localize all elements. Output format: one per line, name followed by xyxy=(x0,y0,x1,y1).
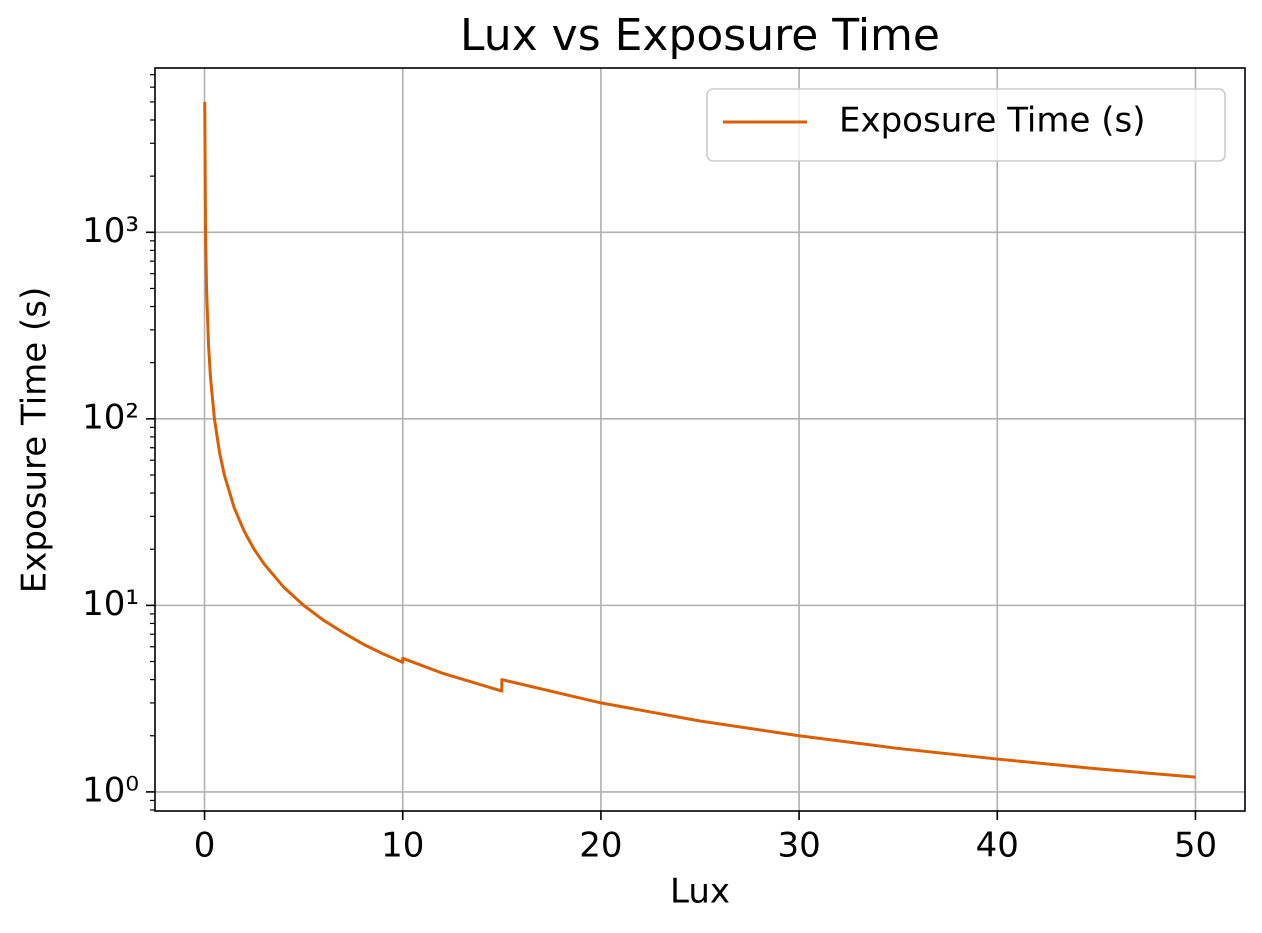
y-tick-label: 10⁰ xyxy=(82,770,139,810)
x-tick-label: 0 xyxy=(194,826,216,866)
y-tick-label: 10² xyxy=(82,397,139,437)
chart-title: Lux vs Exposure Time xyxy=(460,10,940,61)
y-tick-label: 10¹ xyxy=(82,584,139,624)
x-tick-label: 50 xyxy=(1174,826,1217,866)
legend-label: Exposure Time (s) xyxy=(839,101,1145,141)
x-tick-label: 10 xyxy=(381,826,424,866)
x-tick-label: 30 xyxy=(777,826,820,866)
x-tick-label: 20 xyxy=(579,826,622,866)
legend-box xyxy=(706,88,1226,162)
plot-frame xyxy=(154,67,1246,812)
y-tick-label: 10³ xyxy=(82,211,139,251)
x-tick-label: 40 xyxy=(976,826,1019,866)
y-axis-label: Exposure Time (s) xyxy=(15,287,55,593)
data-line xyxy=(203,101,1196,779)
x-axis-label: Lux xyxy=(670,872,730,912)
